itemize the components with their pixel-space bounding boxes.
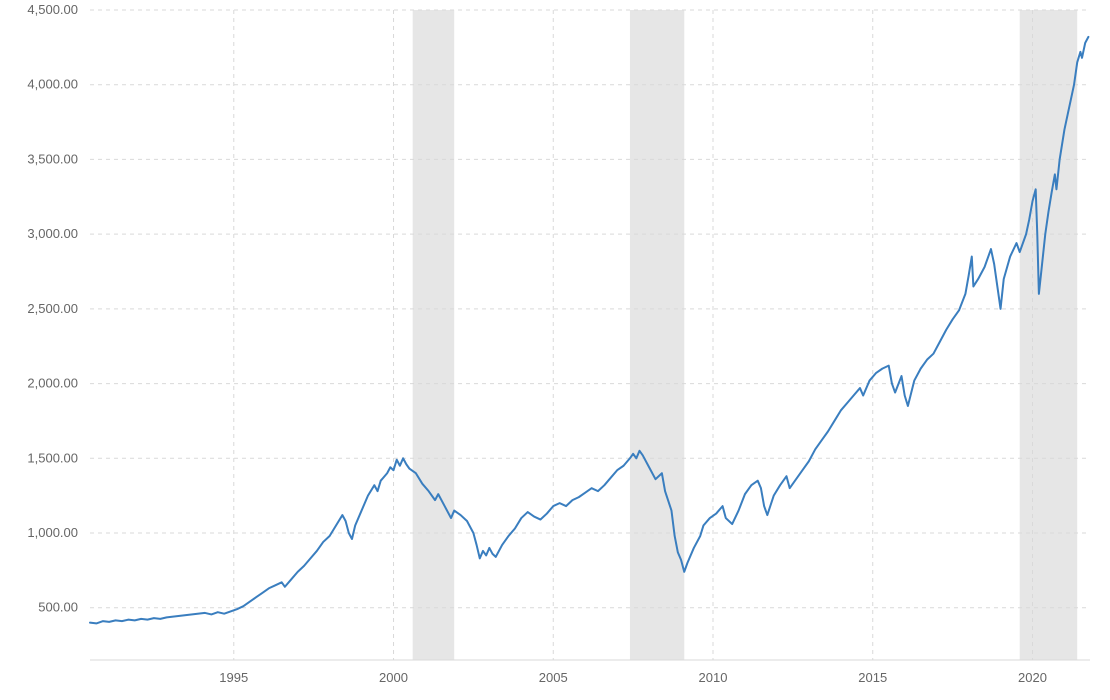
y-tick-label: 3,500.00 [27,151,78,166]
x-tick-label: 2005 [539,670,568,685]
y-tick-label: 1,000.00 [27,525,78,540]
line-chart: 500.00 1,000.00 1,500.00 2,000.00 2,500.00 3,… [0,0,1110,700]
y-tick-label: 3,000.00 [27,226,78,241]
chart-svg: 500.00 1,000.00 1,500.00 2,000.00 2,500.00 3,… [0,0,1110,700]
x-tick-label: 2000 [379,670,408,685]
x-tick-label: 1995 [219,670,248,685]
y-tick-label: 4,000.00 [27,77,78,92]
y-tick-label: 2,500.00 [27,301,78,316]
recession-band [630,10,684,660]
x-tick-label: 2015 [858,670,887,685]
y-tick-label: 500.00 [38,600,78,615]
x-tick-label: 2010 [699,670,728,685]
y-tick-label: 4,500.00 [27,2,78,17]
y-tick-label: 1,500.00 [27,450,78,465]
recession-band [413,10,455,660]
x-tick-label: 2020 [1018,670,1047,685]
y-tick-label: 2,000.00 [27,376,78,391]
